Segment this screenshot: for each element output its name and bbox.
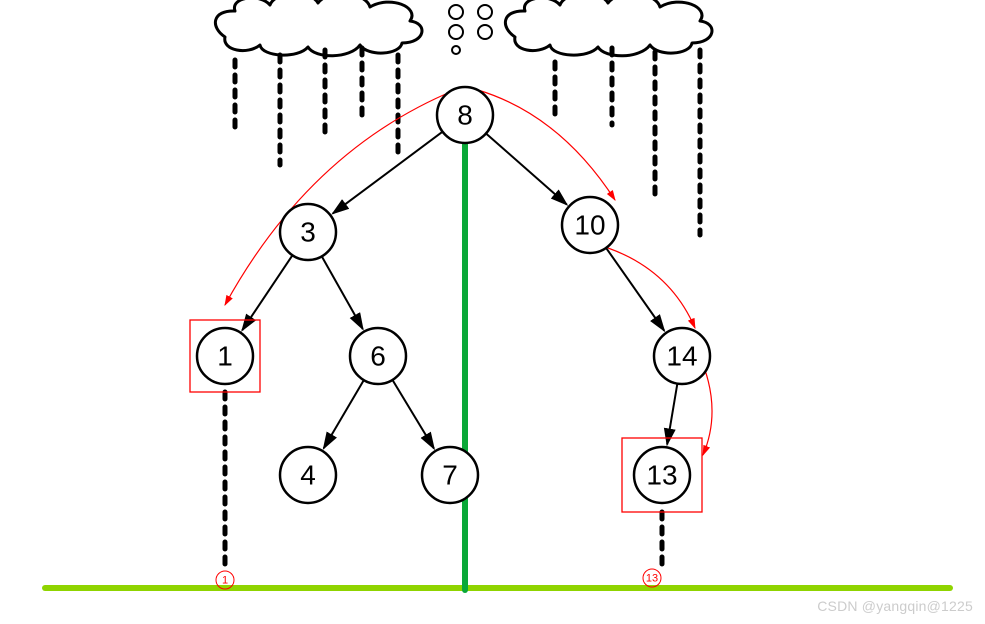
tree-node-label: 6	[370, 341, 386, 372]
decor-circle	[478, 25, 492, 39]
ground-marker-label: 13	[646, 573, 658, 585]
tree-node-label: 4	[300, 460, 316, 491]
annotation-arrow	[608, 248, 695, 328]
watermark-text: CSDN @yangqin@1225	[817, 598, 973, 614]
decor-circle	[478, 5, 492, 19]
tree-node-label: 1	[217, 341, 233, 372]
tree-node-label: 7	[442, 460, 458, 491]
cloud-icon	[505, 0, 712, 56]
tree-edge	[324, 380, 364, 448]
tree-edge	[242, 255, 292, 330]
cloud-icon	[215, 0, 422, 56]
decor-circle	[449, 25, 463, 39]
decor-circle	[449, 5, 463, 19]
tree-node-label: 10	[574, 210, 605, 241]
tree-edge	[486, 133, 567, 204]
tree-edge	[322, 256, 363, 329]
tree-edge	[667, 384, 677, 445]
annotation-arrow	[225, 90, 455, 305]
annotation-arrow	[703, 370, 712, 455]
tree-edge	[333, 132, 443, 214]
diagram-canvas: 8 3 10 1 6 14 4 7 13 1 13	[0, 0, 985, 624]
tree-edge	[392, 380, 433, 449]
tree-node-label: 13	[646, 460, 677, 491]
decor-circle	[452, 46, 460, 54]
tree-node-label: 3	[300, 217, 316, 248]
ground-marker-label: 1	[222, 575, 228, 587]
tree-node-label: 8	[457, 100, 473, 131]
tree-node-label: 14	[666, 341, 697, 372]
